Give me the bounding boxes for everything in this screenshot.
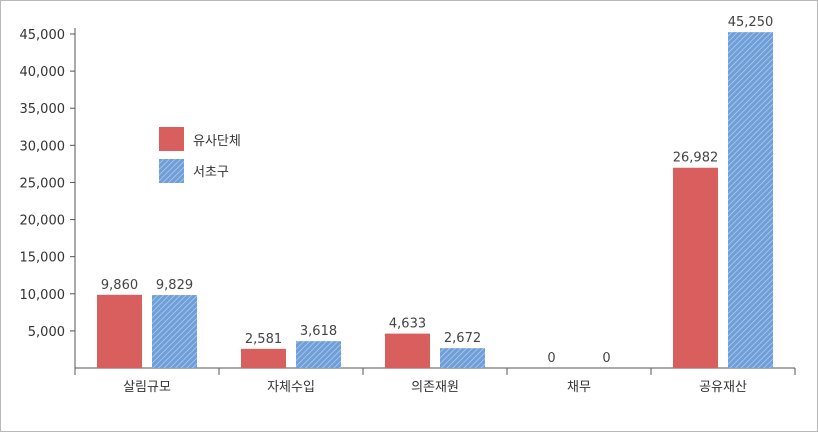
data-label: 45,250 [728,15,774,30]
y-tick-label: 5,000 [28,325,65,340]
data-label: 26,982 [673,151,719,166]
bar-series-2 [296,341,341,368]
data-label: 4,633 [389,317,426,332]
bar-series-1 [673,167,718,368]
data-label: 9,829 [156,278,193,293]
data-label: 3,618 [300,324,337,339]
data-label: 0 [602,351,610,366]
bar-series-1 [385,333,430,368]
legend-label-series-1: 유사단체 [193,134,241,149]
bar-series-2 [728,32,773,369]
x-axis: 살림규모 자체수입 의존재원 채무 공유재산 [74,367,796,395]
y-tick-label: 10,000 [20,288,66,303]
x-category-label: 살림규모 [123,380,171,395]
bar-series-2 [440,348,485,368]
legend-label-series-2: 서초구 [193,165,229,180]
bar-series-1 [241,348,286,368]
data-label: 0 [547,351,555,366]
legend-swatch-series-1 [159,127,184,151]
data-label: 2,672 [444,331,481,346]
x-category-label: 의존재원 [411,380,459,395]
bar-series-2 [152,295,197,368]
x-category-label: 공유재산 [699,380,747,395]
y-tick-label: 40,000 [20,65,66,80]
y-tick-label: 20,000 [20,214,66,229]
y-tick-label: 45,000 [20,28,66,43]
bar-series-1 [97,294,142,368]
x-category-label: 채무 [567,380,591,395]
y-tick-label: 35,000 [20,102,66,117]
data-label: 2,581 [245,332,282,347]
x-category-label: 자체수입 [267,380,315,395]
bars [97,32,773,369]
y-tick-label: 25,000 [20,176,66,191]
y-axis: 5,000 10,000 15,000 20,000 25,000 30,000 35,00… [20,28,76,368]
y-tick-label: 30,000 [20,139,66,154]
data-labels: 9,860 9,829 2,581 3,618 4,633 2,672 0 0 26,982 45… [101,15,773,366]
data-label: 9,860 [101,278,138,293]
y-tick-label: 15,000 [20,251,66,266]
legend: 유사단체 서초구 [159,127,241,183]
legend-swatch-series-2 [159,159,184,183]
